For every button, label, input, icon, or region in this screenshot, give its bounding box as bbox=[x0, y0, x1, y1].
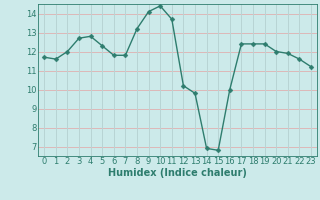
X-axis label: Humidex (Indice chaleur): Humidex (Indice chaleur) bbox=[108, 168, 247, 178]
